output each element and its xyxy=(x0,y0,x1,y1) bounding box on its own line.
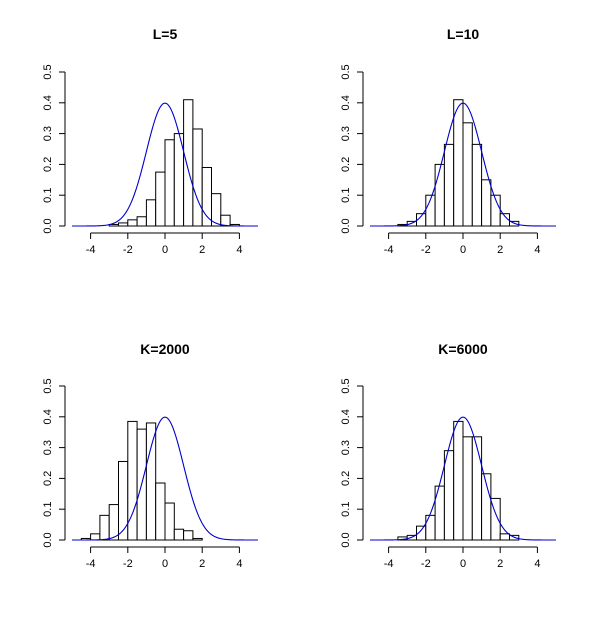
y-tick-label: 0.5 xyxy=(340,378,352,393)
histogram-bar xyxy=(481,179,492,227)
x-tick-label: 0 xyxy=(162,244,168,256)
y-tick-label: 0.0 xyxy=(340,532,352,547)
histogram-panel: K=6000 -4 -2 0 2 4 0.0 0.1 0.2 0.3 0.4 0.5 xyxy=(340,341,556,570)
normal-density-curve xyxy=(72,102,258,227)
histogram-bar xyxy=(127,420,138,541)
histogram-bar xyxy=(192,537,203,541)
histogram-bar xyxy=(220,214,231,227)
histogram-bar xyxy=(118,222,129,227)
x-tick-label: -2 xyxy=(421,558,431,570)
y-tick-label: 0.1 xyxy=(42,502,54,517)
x-tick-label: -2 xyxy=(123,244,133,256)
x-tick-label: -4 xyxy=(384,244,394,256)
histogram-bar xyxy=(164,502,175,541)
histogram-bar xyxy=(499,533,511,541)
histogram-bar xyxy=(453,99,464,227)
y-tick-label: 0.3 xyxy=(42,440,54,455)
y-tick-label: 0.3 xyxy=(340,126,352,141)
panel-title: K=2000 xyxy=(140,341,190,357)
y-tick-label: 0.4 xyxy=(340,409,352,424)
x-tick-label: -2 xyxy=(421,244,431,256)
x-tick-label: 0 xyxy=(460,558,466,570)
y-tick-label: 0.3 xyxy=(42,126,54,141)
histogram-bar xyxy=(443,450,455,541)
panel-title: L=5 xyxy=(153,26,178,42)
y-tick-label: 0.2 xyxy=(42,157,54,172)
histogram-bar xyxy=(471,143,483,227)
histogram-bar xyxy=(173,528,185,541)
histogram-bar xyxy=(145,422,157,541)
histogram-bar xyxy=(192,128,203,227)
histogram-bar xyxy=(118,460,129,541)
histogram-bar xyxy=(490,194,501,227)
x-tick-label: 2 xyxy=(497,558,503,570)
histogram-bar xyxy=(425,514,436,541)
histogram-bar xyxy=(490,497,501,541)
x-tick-label: 4 xyxy=(236,558,242,570)
histogram-panel: K=2000 -4 -2 0 2 4 0.0 0.1 0.2 0.3 0.4 0.5 xyxy=(42,341,258,570)
histogram-bar xyxy=(145,199,157,227)
histogram-bar xyxy=(164,139,175,227)
normal-density-curve xyxy=(370,416,556,541)
y-tick-label: 0.1 xyxy=(340,188,352,203)
histogram-bar xyxy=(201,166,212,227)
histogram-bar xyxy=(462,122,473,227)
normal-density-curve xyxy=(370,102,556,227)
panel-title: K=6000 xyxy=(438,341,488,357)
y-tick-label: 0.0 xyxy=(42,532,54,547)
histogram-bar xyxy=(471,436,483,541)
normal-density-curve xyxy=(72,416,258,541)
y-tick-label: 0.1 xyxy=(340,502,352,517)
y-tick-label: 0.1 xyxy=(42,188,54,203)
y-tick-label: 0.4 xyxy=(42,409,54,424)
histogram-bar xyxy=(127,219,138,227)
x-tick-label: 2 xyxy=(199,558,205,570)
y-tick-label: 0.5 xyxy=(42,64,54,79)
x-tick-label: -4 xyxy=(384,558,394,570)
y-tick-label: 0.2 xyxy=(42,471,54,486)
y-tick-label: 0.2 xyxy=(340,157,352,172)
x-tick-label: -2 xyxy=(123,558,133,570)
histogram-bar xyxy=(108,504,119,541)
histogram-bar xyxy=(453,420,464,541)
histogram-panel: L=5 -4 -2 0 2 4 0.0 0.1 0.2 0.3 0.4 0.5 xyxy=(42,26,258,256)
x-tick-label: -4 xyxy=(86,558,96,570)
histogram-panel: L=10 -4 -2 0 2 4 0.0 0.1 0.2 0.3 0.4 0.5 xyxy=(340,26,556,256)
histogram-bar xyxy=(155,171,166,227)
histogram-bar xyxy=(90,533,101,541)
x-tick-label: 2 xyxy=(497,244,503,256)
x-tick-label: 4 xyxy=(534,558,540,570)
histogram-bar xyxy=(183,99,194,227)
histogram-bar xyxy=(211,193,222,227)
panel-title: L=10 xyxy=(447,26,480,42)
histogram-bar xyxy=(434,163,445,227)
y-tick-label: 0.0 xyxy=(340,218,352,233)
histogram-bar xyxy=(99,514,110,541)
histogram-bar xyxy=(155,482,166,541)
y-tick-label: 0.4 xyxy=(42,95,54,110)
x-tick-label: 0 xyxy=(162,558,168,570)
y-tick-label: 0.4 xyxy=(340,95,352,110)
histogram-bar xyxy=(462,436,473,541)
x-tick-label: -4 xyxy=(86,244,96,256)
histogram-bar xyxy=(136,216,147,227)
x-tick-label: 2 xyxy=(199,244,205,256)
y-tick-label: 0.0 xyxy=(42,218,54,233)
x-tick-label: 4 xyxy=(534,244,540,256)
x-tick-label: 0 xyxy=(460,244,466,256)
histogram-bar xyxy=(183,530,194,541)
y-tick-label: 0.2 xyxy=(340,471,352,486)
x-tick-label: 4 xyxy=(236,244,242,256)
histogram-bar xyxy=(499,213,511,227)
y-tick-label: 0.5 xyxy=(42,378,54,393)
y-tick-label: 0.5 xyxy=(340,64,352,79)
y-tick-label: 0.3 xyxy=(340,440,352,455)
histogram-bar xyxy=(443,143,455,227)
